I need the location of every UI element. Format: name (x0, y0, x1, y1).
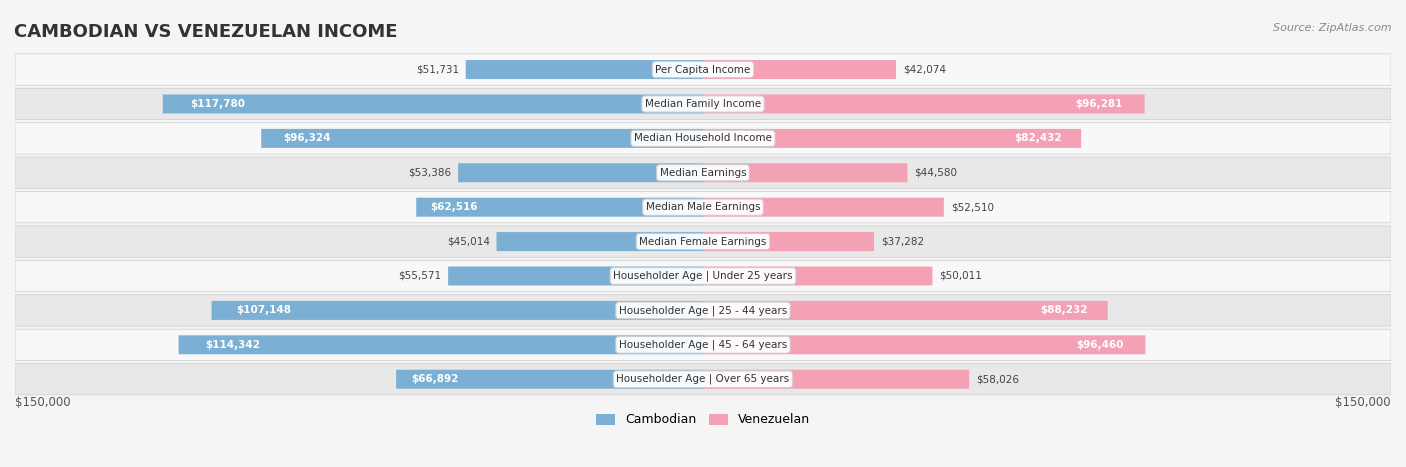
Text: Per Capita Income: Per Capita Income (655, 64, 751, 75)
Text: $42,074: $42,074 (903, 64, 946, 75)
FancyBboxPatch shape (703, 129, 1081, 148)
Text: $150,000: $150,000 (1336, 396, 1391, 410)
FancyBboxPatch shape (15, 191, 1391, 223)
Text: $51,731: $51,731 (416, 64, 458, 75)
Text: $96,460: $96,460 (1076, 340, 1123, 350)
Text: Householder Age | Under 25 years: Householder Age | Under 25 years (613, 271, 793, 281)
Text: CAMBODIAN VS VENEZUELAN INCOME: CAMBODIAN VS VENEZUELAN INCOME (14, 23, 398, 42)
Text: $88,232: $88,232 (1040, 305, 1087, 315)
Text: $45,014: $45,014 (447, 237, 489, 247)
FancyBboxPatch shape (496, 232, 703, 251)
FancyBboxPatch shape (703, 301, 1108, 320)
Text: Householder Age | 25 - 44 years: Householder Age | 25 - 44 years (619, 305, 787, 316)
Text: Householder Age | Over 65 years: Householder Age | Over 65 years (616, 374, 790, 384)
FancyBboxPatch shape (449, 267, 703, 285)
Text: $52,510: $52,510 (950, 202, 994, 212)
Text: $114,342: $114,342 (205, 340, 260, 350)
Text: $96,324: $96,324 (283, 134, 330, 143)
Text: $117,780: $117,780 (190, 99, 245, 109)
FancyBboxPatch shape (15, 364, 1391, 395)
Text: Median Male Earnings: Median Male Earnings (645, 202, 761, 212)
FancyBboxPatch shape (15, 54, 1391, 85)
FancyBboxPatch shape (703, 60, 896, 79)
FancyBboxPatch shape (15, 123, 1391, 154)
Text: $107,148: $107,148 (236, 305, 291, 315)
FancyBboxPatch shape (703, 163, 907, 182)
FancyBboxPatch shape (15, 88, 1391, 120)
Text: $96,281: $96,281 (1076, 99, 1122, 109)
Text: $55,571: $55,571 (398, 271, 441, 281)
Text: Median Female Earnings: Median Female Earnings (640, 237, 766, 247)
Text: $150,000: $150,000 (15, 396, 70, 410)
Text: $62,516: $62,516 (430, 202, 478, 212)
FancyBboxPatch shape (465, 60, 703, 79)
Text: Median Household Income: Median Household Income (634, 134, 772, 143)
FancyBboxPatch shape (703, 370, 969, 389)
FancyBboxPatch shape (211, 301, 703, 320)
Text: $50,011: $50,011 (939, 271, 983, 281)
Text: $58,026: $58,026 (976, 374, 1019, 384)
Legend: Cambodian, Venezuelan: Cambodian, Venezuelan (592, 409, 814, 432)
FancyBboxPatch shape (703, 335, 1146, 354)
Text: Median Family Income: Median Family Income (645, 99, 761, 109)
Text: Median Earnings: Median Earnings (659, 168, 747, 178)
FancyBboxPatch shape (15, 329, 1391, 361)
FancyBboxPatch shape (262, 129, 703, 148)
FancyBboxPatch shape (703, 232, 875, 251)
FancyBboxPatch shape (179, 335, 703, 354)
Text: $53,386: $53,386 (408, 168, 451, 178)
Text: $66,892: $66,892 (412, 374, 458, 384)
FancyBboxPatch shape (703, 94, 1144, 113)
Text: Source: ZipAtlas.com: Source: ZipAtlas.com (1274, 23, 1392, 33)
FancyBboxPatch shape (15, 260, 1391, 292)
FancyBboxPatch shape (15, 226, 1391, 257)
FancyBboxPatch shape (416, 198, 703, 217)
FancyBboxPatch shape (458, 163, 703, 182)
FancyBboxPatch shape (15, 157, 1391, 189)
FancyBboxPatch shape (15, 295, 1391, 326)
FancyBboxPatch shape (163, 94, 703, 113)
FancyBboxPatch shape (703, 267, 932, 285)
FancyBboxPatch shape (396, 370, 703, 389)
Text: $82,432: $82,432 (1015, 134, 1062, 143)
Text: $44,580: $44,580 (914, 168, 957, 178)
Text: $37,282: $37,282 (882, 237, 924, 247)
Text: Householder Age | 45 - 64 years: Householder Age | 45 - 64 years (619, 340, 787, 350)
FancyBboxPatch shape (703, 198, 943, 217)
